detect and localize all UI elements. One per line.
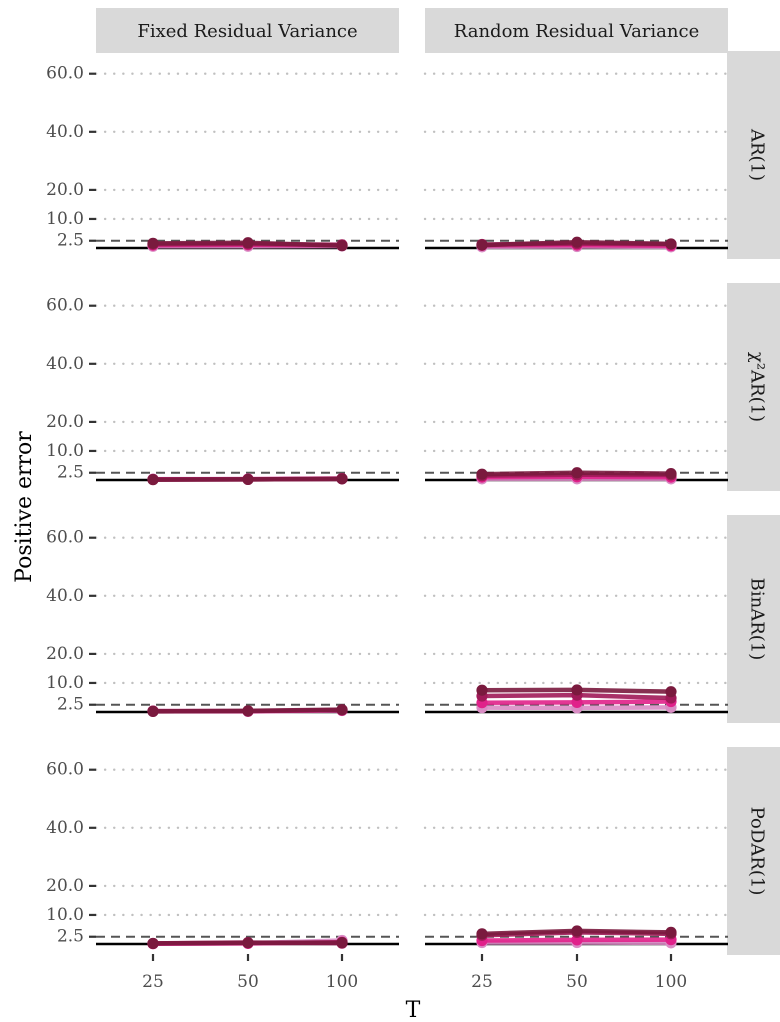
y-tick-label: 10.0 [46,209,84,229]
x-tick-label: 100 [326,972,358,992]
panel-fixed-residual-variance-ar-1 [94,72,401,252]
y-axis-title: Positive error [12,431,37,583]
data-point [476,239,488,251]
data-point [147,937,159,950]
column-strip-label-fixed-residual-variance: Fixed Residual Variance [137,21,357,42]
x-tick-label: 50 [566,972,588,992]
y-tick-label: 10.0 [46,441,84,461]
panel-fixed-residual-variance-binar-1 [94,536,401,718]
facet-panels [94,72,730,950]
y-tick-label: 40.0 [46,354,84,374]
panel-fixed-residual-variance-ar-1 [94,304,401,486]
y-tick-label: 10.0 [46,673,84,693]
data-point [242,937,254,949]
row-strip-label-ar-1: AR(1) [747,128,768,181]
row-strip-ar-1 [727,283,780,491]
data-point [336,936,348,949]
x-tick-label: 25 [471,972,493,992]
y-tick-label: 2.5 [57,695,84,715]
y-tick-label: 40.0 [46,586,84,606]
data-point [242,473,254,486]
y-tick-label: 20.0 [46,876,84,896]
y-tick-label: 60.0 [46,64,84,84]
data-point [665,926,677,938]
y-tick-label: 40.0 [46,122,84,142]
row-strip-label-ar-1: χ²AR(1) [747,352,768,422]
data-point [476,684,488,696]
row-strip-ar-1 [727,51,780,259]
y-tick-label: 10.0 [46,905,84,925]
data-point [147,705,159,718]
data-point [336,473,348,485]
data-point [665,238,677,250]
data-point [476,468,488,480]
y-tick-label: 60.0 [46,528,84,548]
data-point [336,704,348,716]
y-tick-label: 20.0 [46,180,84,200]
y-tick-label: 2.5 [57,927,84,947]
y-tick-label: 20.0 [46,644,84,664]
y-tick-label: 20.0 [46,412,84,432]
data-point [571,684,583,696]
panel-random-residual-variance-ar-1 [423,72,730,253]
panel-fixed-residual-variance-podar-1 [94,768,401,950]
y-tick-label: 60.0 [46,296,84,316]
axes: 60.040.020.010.02.560.040.020.010.02.560… [46,64,687,992]
panel-random-residual-variance-binar-1 [423,536,730,714]
data-point [571,925,583,937]
data-point [665,686,677,698]
x-tick-label: 25 [142,972,164,992]
panel-random-residual-variance-podar-1 [423,768,730,949]
column-strip-label-random-residual-variance: Random Residual Variance [454,21,699,42]
x-tick-label: 100 [655,972,687,992]
column-strip-random-residual-variance [425,8,728,53]
panel-random-residual-variance-ar-1 [423,304,730,485]
y-tick-label: 60.0 [46,760,84,780]
y-tick-label: 2.5 [57,231,84,251]
facet-strips: Fixed Residual Variance Random Residual V… [96,8,780,955]
data-point [571,467,583,479]
data-point [476,928,488,940]
row-strip-podar-1 [727,747,780,955]
y-tick-label: 40.0 [46,818,84,838]
x-axis-title: T [406,998,421,1022]
data-point [336,240,348,252]
y-tick-label: 2.5 [57,463,84,483]
data-point [571,236,583,248]
row-strip-label-binar-1: BinAR(1) [747,578,768,661]
column-strip-fixed-residual-variance [96,8,399,53]
x-tick-label: 50 [237,972,259,992]
data-point [665,468,677,480]
data-point [242,705,254,717]
data-point [242,237,254,249]
data-point [147,474,159,486]
row-strip-label-podar-1: PoDAR(1) [747,807,768,896]
data-point [147,237,159,249]
row-strip-binar-1 [727,515,780,723]
